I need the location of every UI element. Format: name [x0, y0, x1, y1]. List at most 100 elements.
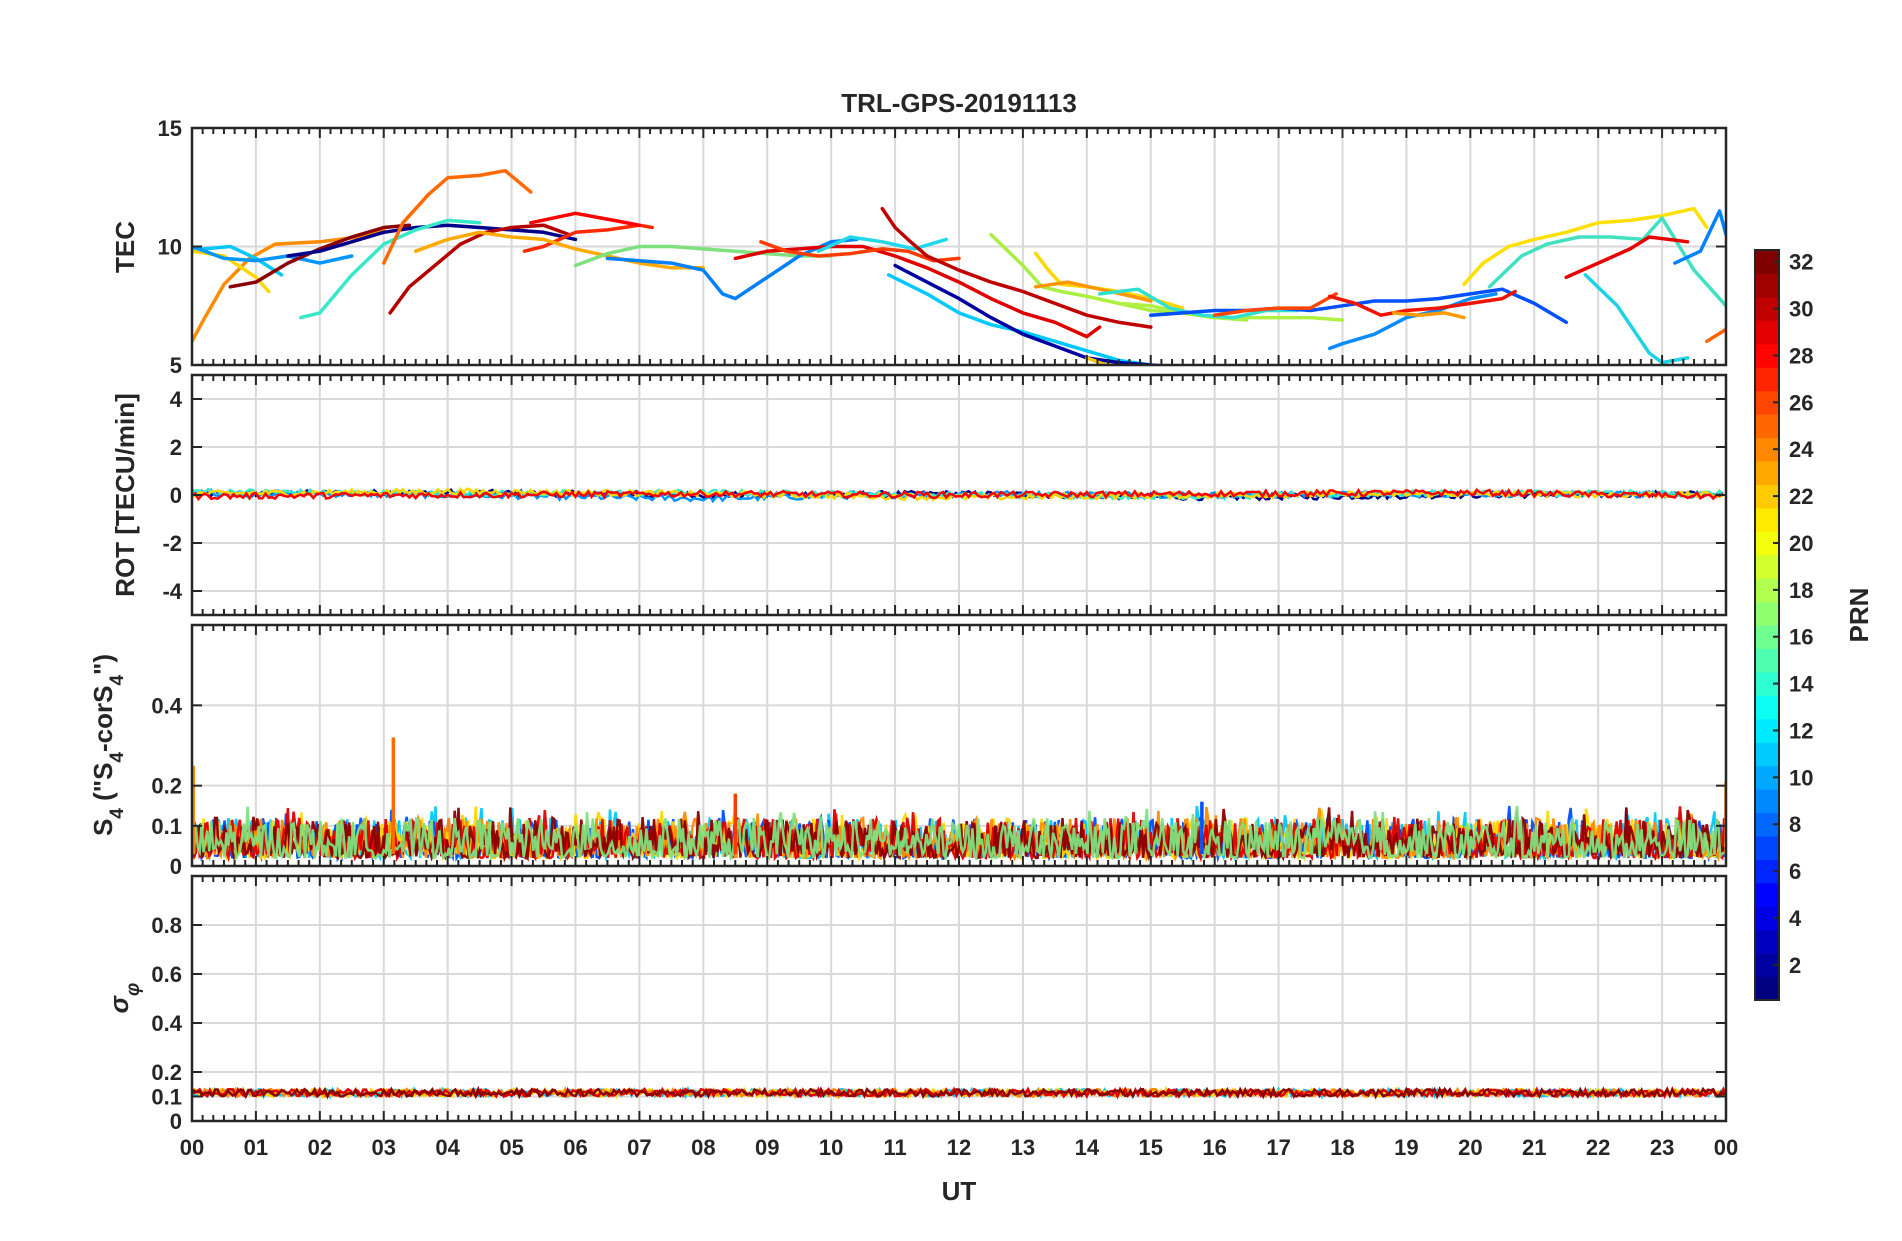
- tec-series-prn-27: [522, 223, 654, 253]
- x-tick-label: 02: [308, 1135, 332, 1160]
- tec-series-prn-28: [529, 211, 642, 227]
- tec-series-prn-16: [573, 244, 833, 268]
- colorbar-segment: [1755, 695, 1779, 720]
- colorbar-tick-label: 32: [1789, 250, 1813, 275]
- tec-series-prn-14: [1487, 216, 1726, 308]
- sig-y-tick-label: 0.2: [151, 1060, 182, 1085]
- colorbar-tick-label: 18: [1789, 578, 1813, 603]
- colorbar-label: PRN: [1844, 588, 1874, 643]
- frame-layer: [190, 126, 1728, 1123]
- x-axis-label: UT: [942, 1176, 977, 1206]
- tec-series-prn-26: [1212, 292, 1338, 317]
- s4-trace: [192, 805, 1725, 863]
- tec-series-prn-27: [1327, 289, 1517, 317]
- x-tick-label: 18: [1330, 1135, 1354, 1160]
- colorbar-tick-label: 14: [1789, 672, 1814, 697]
- colorbar-segment: [1755, 789, 1779, 814]
- colorbar-tick-label: 4: [1789, 906, 1802, 931]
- sig-y-tick-label: 0.6: [151, 962, 182, 987]
- tec-series-prn-29: [733, 244, 1102, 339]
- sig-y-tick-label: 0.4: [151, 1011, 182, 1036]
- colorbar-segment: [1755, 273, 1779, 298]
- colorbar-tick-label: 10: [1789, 765, 1813, 790]
- chart-title: TRL-GPS-20191113: [841, 88, 1077, 118]
- x-tick-label: 15: [1139, 1135, 1163, 1160]
- colorbar-segment: [1755, 367, 1779, 392]
- tec-series-prn-9: [1673, 209, 1726, 265]
- x-tick-label: 03: [372, 1135, 396, 1160]
- data-layer: [192, 168, 1726, 1100]
- colorbar-segment: [1755, 601, 1779, 626]
- s4-y-tick-label: 0.4: [151, 693, 182, 718]
- x-tick-label: 00: [180, 1135, 204, 1160]
- tec-series-prn-30: [388, 223, 571, 315]
- tec-series-prn-26: [759, 240, 961, 263]
- x-tick-label: 11: [883, 1135, 906, 1160]
- colorbar-tick-label: 28: [1789, 343, 1813, 368]
- x-tick-label: 01: [244, 1135, 268, 1160]
- x-tick-label: 06: [563, 1135, 587, 1160]
- tec-ylabel: TEC: [110, 221, 140, 273]
- tec-series-prn-14: [298, 218, 482, 320]
- colorbar-tick-label: 24: [1789, 437, 1814, 462]
- rot-y-tick-label: -4: [162, 579, 182, 604]
- colorbar-segment: [1755, 554, 1779, 579]
- x-tick-label: 16: [1202, 1135, 1226, 1160]
- s4-y-tick-label: 0.2: [151, 774, 182, 799]
- tec-series-prn-21: [1085, 356, 1130, 365]
- colorbar-segment: [1755, 929, 1779, 954]
- tec-series-prn-13: [1583, 273, 1690, 365]
- colorbar-segment: [1755, 742, 1779, 767]
- x-tick-label: 00: [1714, 1135, 1738, 1160]
- rot-ylabel: ROT [TECU/min]: [110, 393, 140, 597]
- tec-series-prn-25: [1705, 327, 1726, 344]
- x-tick-label: 21: [1522, 1135, 1546, 1160]
- tec-series-prn-25: [382, 168, 533, 265]
- colorbar-segment: [1755, 414, 1779, 439]
- x-tick-label: 08: [691, 1135, 715, 1160]
- colorbar-tick-label: 22: [1789, 484, 1813, 509]
- tec-series-prn-10: [1327, 292, 1498, 351]
- tec-y-tick-label: 10: [158, 235, 182, 260]
- tec-series-prn-30: [880, 206, 1153, 329]
- colorbar-tick-label: 30: [1789, 297, 1813, 322]
- x-tick-label: 04: [435, 1135, 460, 1160]
- colorbar-tick-label: 2: [1789, 953, 1801, 978]
- colorbar-segment: [1755, 507, 1779, 532]
- colorbar-segment: [1755, 882, 1779, 907]
- x-tick-label: 19: [1394, 1135, 1418, 1160]
- colorbar-tick-label: 20: [1789, 531, 1813, 556]
- rot-y-tick-label: -2: [162, 531, 182, 556]
- tec-series-prn-24: [1033, 280, 1153, 303]
- tec-series-prn-23: [1391, 311, 1466, 320]
- x-tick-label: 14: [1075, 1135, 1100, 1160]
- x-tick-label: 07: [627, 1135, 651, 1160]
- rot-y-tick-label: 2: [170, 435, 182, 460]
- s4-series-group: [192, 737, 1726, 863]
- x-tick-label: 23: [1650, 1135, 1674, 1160]
- tec-series-group: [192, 168, 1726, 365]
- tec-series-prn-20: [1462, 206, 1709, 287]
- tec-y-tick-label: 15: [158, 116, 182, 141]
- s4-y-tick-label: 0.1: [151, 814, 182, 839]
- colorbar-tick-label: 6: [1789, 859, 1801, 884]
- x-tick-label: 17: [1266, 1135, 1290, 1160]
- tec-series-prn-29: [1564, 235, 1690, 280]
- sig-y-tick-label: 0.1: [151, 1085, 182, 1110]
- tec-y-tick-label: 5: [170, 353, 182, 378]
- x-tick-label: 22: [1586, 1135, 1610, 1160]
- sigma-series-group: [192, 1085, 1726, 1100]
- colorbar-tick-label: 26: [1789, 390, 1813, 415]
- x-tick-label: 20: [1458, 1135, 1482, 1160]
- tec-series-prn-31: [228, 223, 412, 289]
- sig-y-tick-label: 0: [170, 1109, 182, 1134]
- colorbar-tick-label: 8: [1789, 812, 1801, 837]
- tec-series-prn-12: [886, 273, 1153, 365]
- rot-y-tick-label: 4: [170, 387, 183, 412]
- rot-series-group: [192, 486, 1724, 504]
- tec-series-prn-13: [816, 235, 948, 253]
- tec-series-prn-2: [893, 263, 1175, 365]
